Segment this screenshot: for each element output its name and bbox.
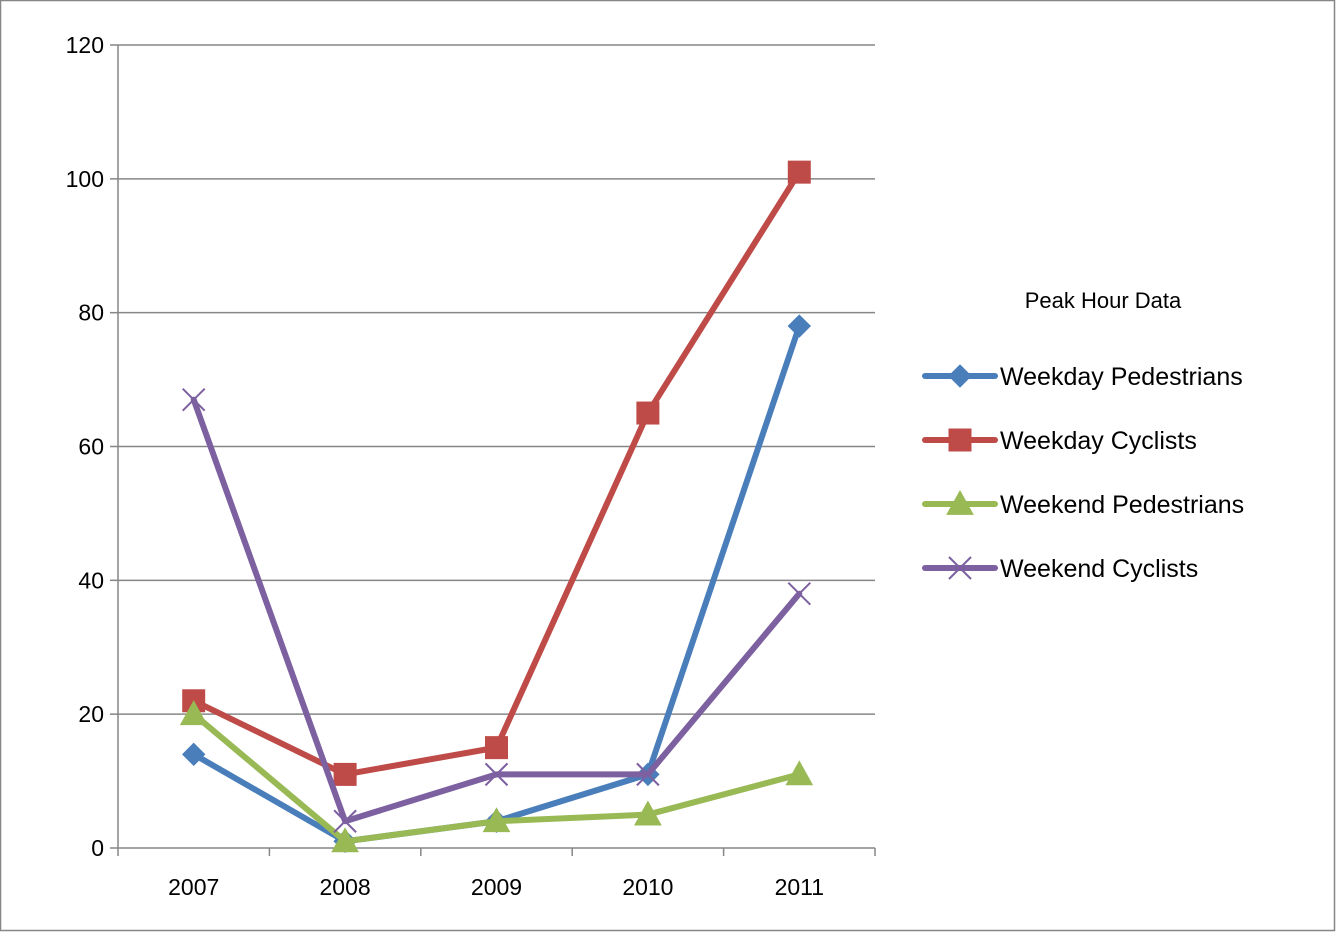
legend-label: Weekend Pedestrians xyxy=(1000,491,1244,519)
x-tick-label: 2008 xyxy=(320,874,371,900)
data-point xyxy=(181,387,206,412)
data-point xyxy=(636,401,660,425)
data-point xyxy=(331,827,359,853)
data-point xyxy=(787,314,812,338)
y-tick-label: 0 xyxy=(91,835,104,861)
legend-label: Weekday Pedestrians xyxy=(1000,363,1243,391)
legend-marker xyxy=(948,556,972,580)
legend-marker xyxy=(946,489,974,515)
legend-label: Weekday Cyclists xyxy=(1000,427,1197,455)
data-point xyxy=(482,807,511,833)
y-tick-label: 80 xyxy=(78,300,104,326)
data-point xyxy=(484,762,509,787)
data-point xyxy=(333,809,357,833)
data-point xyxy=(787,582,812,606)
data-point xyxy=(485,736,508,760)
x-tick-label: 2009 xyxy=(471,874,522,900)
y-tick-label: 120 xyxy=(66,32,104,58)
data-point xyxy=(634,800,662,826)
x-tick-label: 2007 xyxy=(168,874,219,900)
legend-title: Peak Hour Data xyxy=(1025,288,1182,313)
data-point xyxy=(785,760,814,786)
legend-label: Weekend Cyclists xyxy=(1000,555,1198,583)
legend: Peak Hour Data Weekday Pedestrians Weekda… xyxy=(922,288,1244,583)
axes: 0 20 40 60 80 100 120 2007 2008 2009 2010 2011 xyxy=(66,32,876,900)
legend-marker xyxy=(948,364,972,388)
y-tick-label: 60 xyxy=(78,434,104,460)
data-point xyxy=(333,762,357,786)
y-tick-label: 40 xyxy=(78,567,104,593)
y-tick-label: 20 xyxy=(78,701,104,727)
data-point xyxy=(179,700,208,726)
data-point xyxy=(787,160,811,184)
gridlines xyxy=(118,44,875,715)
x-tick-label: 2011 xyxy=(775,874,824,900)
data-point xyxy=(181,742,206,767)
plot-area xyxy=(179,160,814,854)
legend-marker xyxy=(948,428,972,452)
x-tick-label: 2010 xyxy=(622,874,673,900)
data-point xyxy=(636,762,660,787)
y-tick-label: 100 xyxy=(66,166,104,192)
